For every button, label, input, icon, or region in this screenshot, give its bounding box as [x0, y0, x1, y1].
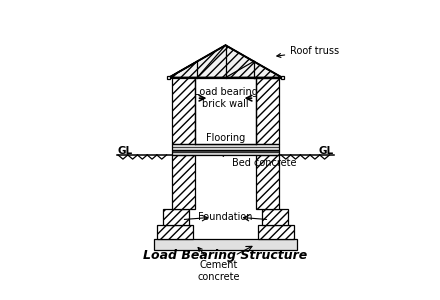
Text: GL: GL: [319, 146, 334, 157]
Text: Flooring: Flooring: [206, 133, 245, 143]
Bar: [262, 209, 288, 225]
Text: Load Bearing Structure: Load Bearing Structure: [143, 249, 308, 262]
Bar: [172, 144, 279, 150]
Bar: [281, 76, 284, 79]
Text: Foundation: Foundation: [198, 212, 253, 222]
Bar: [163, 209, 189, 225]
Polygon shape: [169, 45, 282, 78]
Text: Roof truss: Roof truss: [277, 46, 339, 57]
Bar: [172, 155, 195, 209]
Bar: [256, 78, 279, 144]
Bar: [158, 225, 193, 239]
Bar: [258, 225, 293, 239]
Text: Bed concrete: Bed concrete: [220, 153, 297, 168]
Bar: [195, 78, 256, 144]
Bar: [172, 150, 279, 155]
Text: Cement
concrete: Cement concrete: [197, 248, 240, 282]
Bar: [256, 155, 279, 209]
Text: Load bearing
brick wall: Load bearing brick wall: [194, 87, 257, 109]
Text: GL: GL: [117, 146, 132, 157]
Bar: [172, 78, 195, 144]
Bar: [167, 76, 170, 79]
Bar: [154, 239, 297, 250]
